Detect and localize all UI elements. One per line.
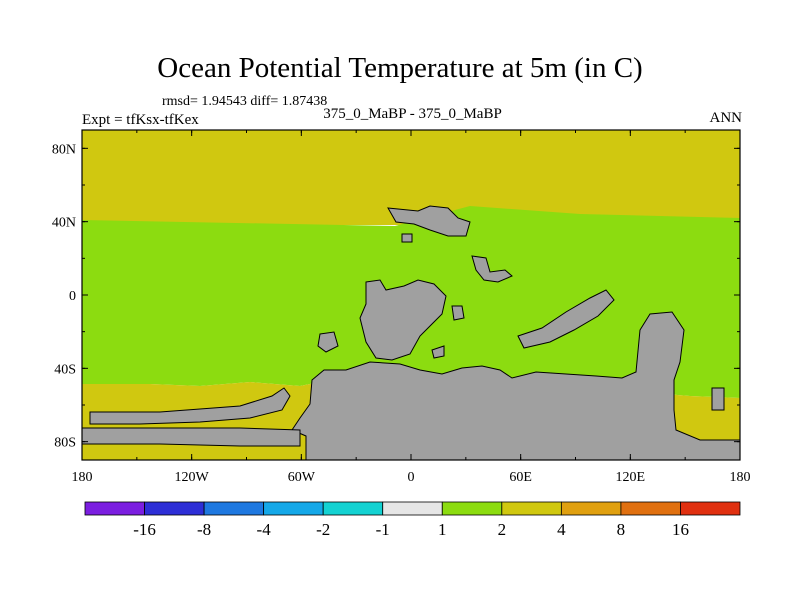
island-west-b [431, 345, 445, 359]
y-tick-label: 40S [54, 362, 76, 377]
colorbar-swatch [680, 501, 741, 516]
x-tick-label: 0 [408, 470, 415, 485]
band-north-2to4 [82, 130, 740, 225]
rmsd-diff-stats: rmsd= 1.94543 diff= 1.87438 [162, 94, 328, 109]
colorbar-label: 2 [498, 520, 507, 539]
colorbar: -16 -8 -4 -2 -1 1 2 4 8 16 [84, 501, 741, 539]
x-tick-label: 180 [72, 470, 93, 485]
colorbar-label: 4 [557, 520, 566, 539]
y-tick-label: 80N [52, 142, 76, 157]
case-subtitle: 375_0_MaBP - 375_0_MaBP [323, 106, 502, 122]
island-west-a [317, 331, 339, 353]
colorbar-label: 8 [617, 520, 626, 539]
colorbar-swatch [620, 501, 681, 516]
colorbar-label: 1 [438, 520, 447, 539]
colorbar-swatch [441, 501, 503, 516]
colorbar-swatch [263, 501, 324, 516]
x-tick-label: 120W [175, 470, 210, 485]
colorbar-swatch [84, 501, 145, 516]
x-tick-label: 60W [288, 470, 316, 485]
continent-europe [387, 205, 471, 237]
map-panel [81, 129, 741, 461]
colorbar-swatch [203, 501, 265, 516]
y-tick-label: 80S [54, 436, 76, 451]
land-mask [81, 205, 741, 461]
x-tick-label: 120E [616, 470, 646, 485]
island-south-east [711, 387, 725, 411]
colorbar-swatch [501, 501, 562, 516]
continent-south-strip [89, 387, 291, 425]
y-tick-label: 40N [52, 216, 76, 231]
x-tick-label: 60E [509, 470, 532, 485]
colorbar-swatch [382, 501, 443, 516]
continent-laurasia-core [359, 279, 447, 361]
x-axis-ticks: 180 120W 60W 0 60E 120E 180 [72, 130, 751, 485]
x-tick-label: 180 [730, 470, 751, 485]
colorbar-swatch [322, 501, 384, 516]
continent-south-west [81, 427, 301, 447]
chart-title: Ocean Potential Temperature at 5m (in C) [157, 52, 643, 84]
colorbar-label: -16 [133, 520, 156, 539]
experiment-label: Expt = tfKsx-tfKex [82, 112, 199, 128]
colorbar-label: -1 [376, 520, 390, 539]
y-tick-label: 0 [69, 289, 76, 304]
colorbar-swatch [144, 501, 205, 516]
island-small-a [401, 233, 413, 243]
colorbar-label: 16 [672, 520, 689, 539]
season-label: ANN [709, 110, 743, 126]
colorbar-swatch [560, 501, 622, 516]
continent-east-arc [517, 289, 615, 349]
island-central-a [451, 305, 465, 321]
y-axis-ticks: 80N 40N 0 40S 80S [52, 142, 740, 451]
colorbar-label: -4 [257, 520, 272, 539]
continent-central-asia [471, 255, 513, 283]
colorbar-label: -8 [197, 520, 211, 539]
colorbar-label: -2 [316, 520, 330, 539]
